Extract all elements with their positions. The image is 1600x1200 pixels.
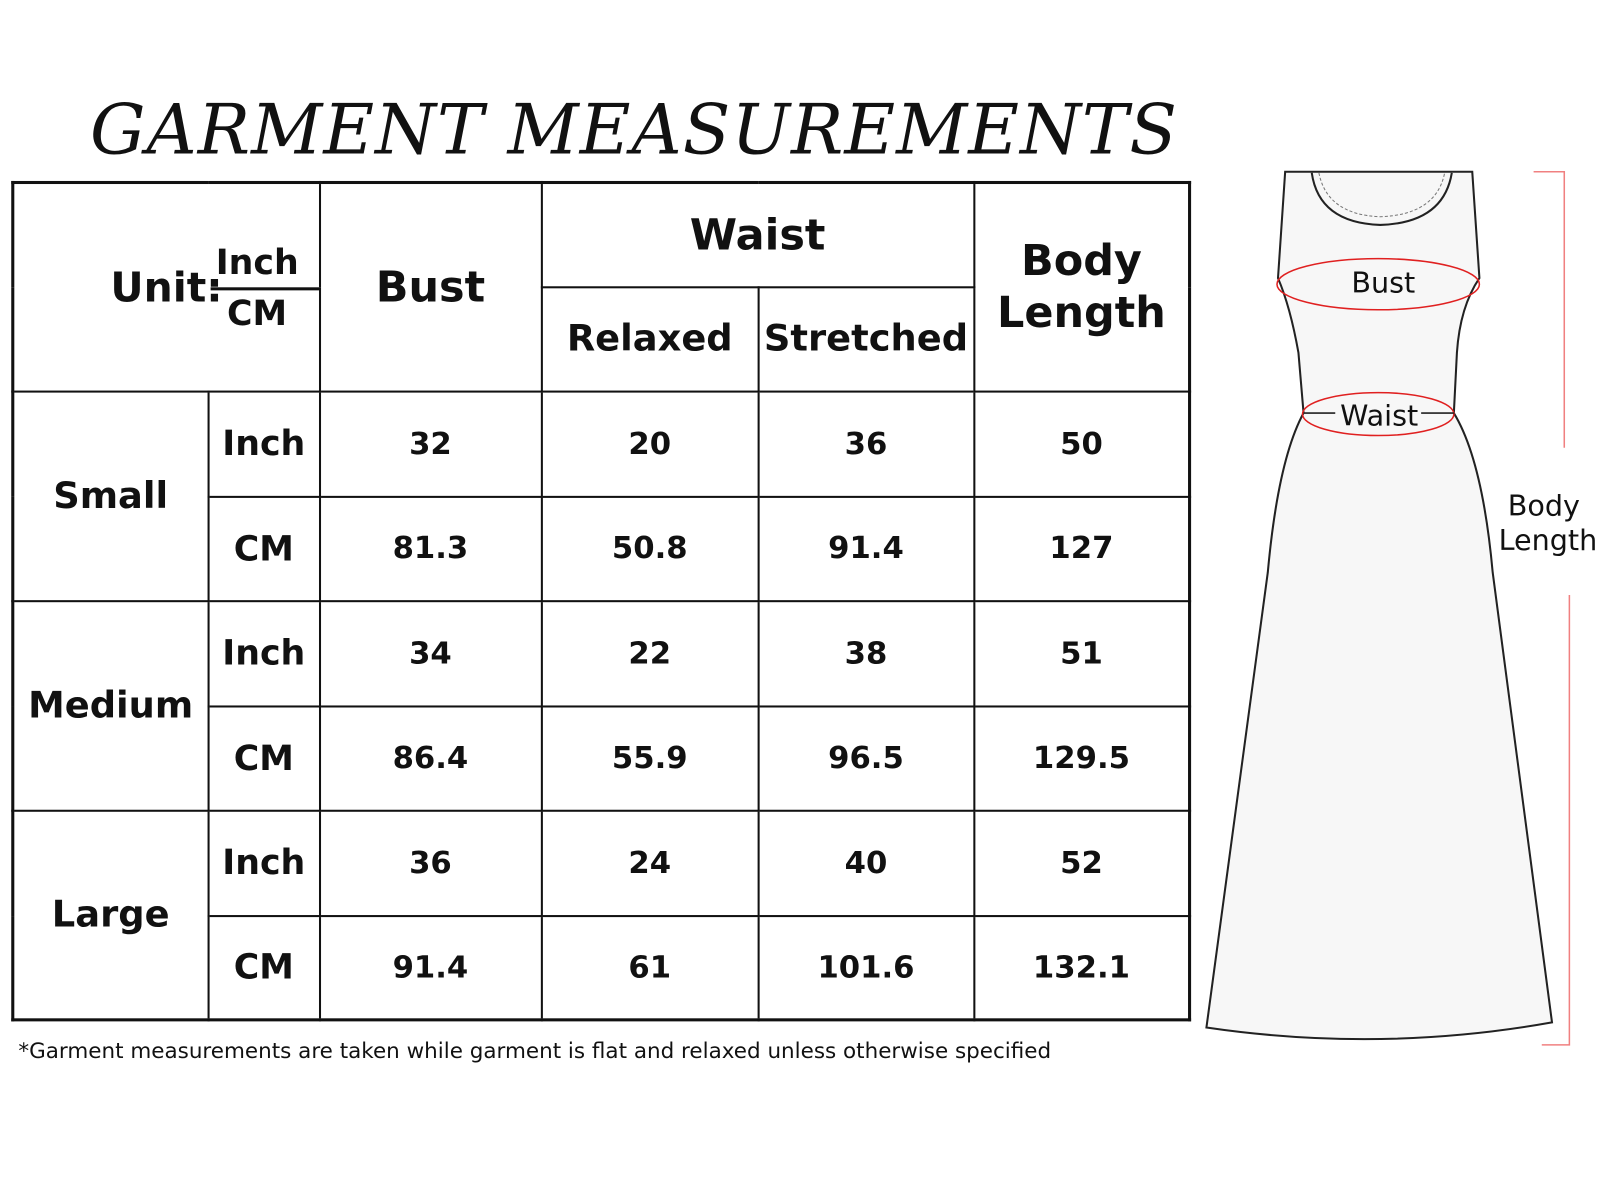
bust-header: Bust bbox=[318, 181, 543, 393]
unit-label: Unit: bbox=[110, 264, 223, 312]
body-length-diagram-label-2: Length bbox=[1499, 523, 1598, 557]
unit-cell: CM bbox=[207, 914, 321, 1021]
unit-cell: Inch bbox=[207, 390, 321, 498]
stretched-header: Stretched bbox=[757, 285, 975, 393]
body-length-header: Body Length bbox=[972, 181, 1191, 393]
unit-cell: CM bbox=[207, 704, 321, 812]
neckline-stitch bbox=[1318, 172, 1446, 218]
bust-marker bbox=[1276, 257, 1481, 311]
unit-header: Unit: Inch CM bbox=[11, 181, 321, 393]
waist-stretched-cell: 38 bbox=[757, 599, 975, 707]
unit-cell: Inch bbox=[207, 809, 321, 917]
table-row: Large Inch 36 24 40 52 bbox=[11, 809, 1191, 1021]
unit-cm: CM bbox=[226, 293, 288, 335]
waist-stretched-cell: 36 bbox=[757, 390, 975, 498]
waist-stretched-cell: 101.6 bbox=[757, 914, 975, 1021]
table-row: CM 86.4 55.9 96.5 129.5 bbox=[13, 704, 1191, 812]
size-label: Small bbox=[11, 390, 210, 602]
bust-cell: 91.4 bbox=[318, 914, 543, 1021]
waist-stretched-cell: 40 bbox=[757, 809, 975, 917]
table-row: CM 91.4 61 101.6 132.1 bbox=[13, 914, 1191, 1021]
footnote: *Garment measurements are taken while ga… bbox=[18, 1038, 1052, 1064]
body-length-cell: 50 bbox=[972, 390, 1191, 498]
neckline bbox=[1310, 172, 1453, 226]
body-length-cell: 127 bbox=[972, 495, 1191, 602]
body-length-diagram-label-1: Body bbox=[1508, 488, 1580, 522]
bust-cell: 81.3 bbox=[318, 495, 543, 602]
waist-relaxed-cell: 20 bbox=[540, 390, 760, 498]
body-length-cell: 129.5 bbox=[972, 704, 1191, 812]
bust-diagram-label: Bust bbox=[1351, 265, 1415, 299]
waist-marker bbox=[1301, 391, 1455, 437]
unit-cell: CM bbox=[207, 495, 321, 602]
body-length-cell: 52 bbox=[972, 809, 1191, 917]
bust-cell: 34 bbox=[318, 599, 543, 707]
body-length-cell: 132.1 bbox=[972, 914, 1191, 1021]
size-label: Large bbox=[11, 809, 210, 1021]
waist-relaxed-cell: 24 bbox=[540, 809, 760, 917]
table-row: CM 81.3 50.8 91.4 127 bbox=[13, 495, 1191, 602]
waist-diagram-label: Waist bbox=[1340, 398, 1418, 432]
waist-relaxed-cell: 22 bbox=[540, 599, 760, 707]
waist-relaxed-cell: 50.8 bbox=[540, 495, 760, 602]
body-length-bracket-top bbox=[1533, 170, 1566, 448]
bust-cell: 32 bbox=[318, 390, 543, 498]
size-label: Medium bbox=[11, 599, 210, 812]
dress-outline bbox=[1205, 170, 1554, 1041]
bust-cell: 36 bbox=[318, 809, 543, 917]
bust-cell: 86.4 bbox=[318, 704, 543, 812]
body-length-line1: Body bbox=[1020, 235, 1142, 286]
body-length-line2: Length bbox=[996, 287, 1166, 338]
table-row: Small Inch 32 20 36 50 bbox=[11, 390, 1191, 602]
waist-relaxed-cell: 55.9 bbox=[540, 704, 760, 812]
size-chart-table: Unit: Inch CM Bust Waist Body Length Rela… bbox=[11, 180, 1192, 1022]
waist-stretched-cell: 96.5 bbox=[757, 704, 975, 812]
page-title: GARMENT MEASUREMENTS bbox=[89, 89, 1178, 171]
unit-cell: Inch bbox=[207, 599, 321, 707]
unit-inch: Inch bbox=[215, 242, 299, 283]
table-row: Medium Inch 34 22 38 51 bbox=[11, 599, 1191, 812]
waist-relaxed-cell: 61 bbox=[540, 914, 760, 1021]
waist-label-bg bbox=[1335, 398, 1422, 430]
body-length-bracket-bottom bbox=[1541, 595, 1571, 1046]
body-length-cell: 51 bbox=[972, 599, 1191, 707]
waist-header: Waist bbox=[540, 181, 975, 288]
waist-stretched-cell: 91.4 bbox=[757, 495, 975, 602]
unit-divider bbox=[210, 287, 319, 291]
relaxed-header: Relaxed bbox=[540, 285, 760, 393]
